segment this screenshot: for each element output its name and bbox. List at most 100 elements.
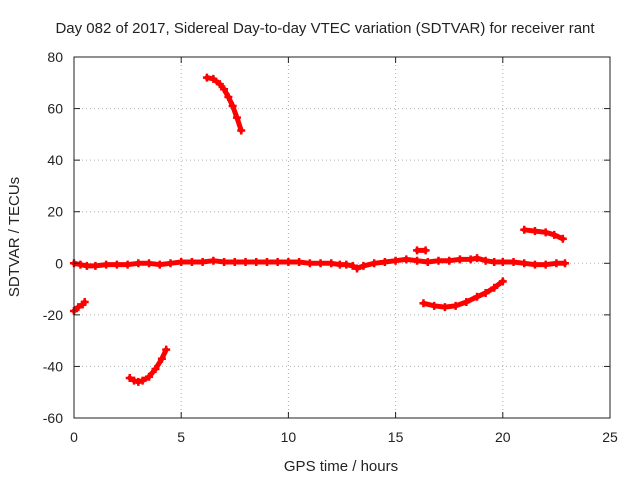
data-point (230, 257, 239, 266)
x-tick-label: 0 (70, 429, 78, 445)
data-series-6 (419, 277, 507, 312)
data-point (552, 259, 561, 268)
data-point (462, 297, 471, 306)
data-point (295, 257, 304, 266)
data-point (473, 292, 482, 301)
data-point (112, 260, 121, 269)
data-point (509, 257, 518, 266)
data-point (541, 260, 550, 269)
y-tick-label: 40 (47, 152, 63, 168)
data-point (434, 256, 443, 265)
data-point (423, 257, 432, 266)
data-point (284, 257, 293, 266)
data-point (490, 257, 499, 266)
data-point (123, 260, 132, 269)
data-point (76, 260, 85, 269)
data-series-3 (125, 345, 171, 386)
data-point (391, 256, 400, 265)
chart-title: Day 082 of 2017, Sidereal Day-to-day VTE… (55, 20, 595, 37)
data-point (232, 113, 241, 122)
data-point (498, 277, 507, 286)
data-point (451, 301, 460, 310)
data-point (421, 246, 430, 255)
data-point (125, 374, 134, 383)
data-point (359, 261, 368, 270)
data-point (241, 257, 250, 266)
y-axis: -60 -40 -20 0 20 40 60 80 (43, 49, 610, 426)
data-point (560, 259, 569, 268)
plot-frame (73, 56, 611, 419)
data-point (520, 259, 529, 268)
data-point (413, 256, 422, 265)
x-axis-label: GPS time / hours (284, 458, 398, 475)
data-point (74, 303, 83, 312)
data-point (380, 257, 389, 266)
data-series-4 (202, 73, 246, 135)
data-point (541, 228, 550, 237)
data-point (440, 303, 449, 312)
x-tick-label: 10 (281, 429, 297, 445)
data-point (550, 230, 559, 239)
data-point (151, 365, 160, 374)
data-point (166, 259, 175, 268)
x-tick-label: 15 (388, 429, 404, 445)
data-point (82, 261, 91, 270)
data-point (402, 255, 411, 264)
data-point (177, 257, 186, 266)
y-axis-label: SDTVAR / TECUs (6, 177, 23, 297)
data-point (162, 345, 171, 354)
data-point (102, 260, 111, 269)
data-point (481, 288, 490, 297)
data-point (273, 257, 282, 266)
data-point (228, 101, 237, 110)
data-point (455, 255, 464, 264)
data-point (348, 261, 357, 270)
y-tick-label: -40 (43, 358, 63, 374)
data-point (530, 260, 539, 269)
x-tick-label: 20 (495, 429, 511, 445)
data-point (473, 254, 482, 263)
data-series-1 (70, 254, 569, 273)
data-point (305, 259, 314, 268)
data-point (498, 257, 507, 266)
data-point (353, 264, 362, 273)
x-tick-label: 25 (602, 429, 618, 445)
data-point (252, 257, 261, 266)
data-point (430, 301, 439, 310)
data-point (224, 92, 233, 101)
data-point (220, 85, 229, 94)
data-point (558, 234, 567, 243)
data-point (262, 257, 271, 266)
grid (74, 57, 610, 418)
data-point (530, 227, 539, 236)
data-point (370, 259, 379, 268)
data-point (413, 246, 422, 255)
data-series-2 (70, 297, 89, 315)
data-point (155, 260, 164, 269)
x-tick-label: 5 (177, 429, 185, 445)
y-tick-label: -20 (43, 307, 63, 323)
data-point (198, 257, 207, 266)
data-point (80, 297, 89, 306)
data-point (342, 260, 351, 269)
data-point (237, 126, 246, 135)
y-tick-label: 60 (47, 101, 63, 117)
data-point (134, 259, 143, 268)
y-tick-label: 0 (55, 255, 63, 271)
data-points (70, 73, 569, 386)
data-point (327, 259, 336, 268)
data-point (134, 377, 143, 386)
data-point (445, 256, 454, 265)
y-tick-label: 80 (47, 49, 63, 65)
data-point (466, 255, 475, 264)
data-point (419, 299, 428, 308)
y-tick-label: -60 (43, 410, 63, 426)
data-point (215, 80, 224, 89)
x-axis: 0 5 10 15 20 25 (70, 57, 618, 445)
data-point (481, 256, 490, 265)
data-point (520, 225, 529, 234)
data-point (220, 257, 229, 266)
data-point (145, 372, 154, 381)
data-point (316, 259, 325, 268)
